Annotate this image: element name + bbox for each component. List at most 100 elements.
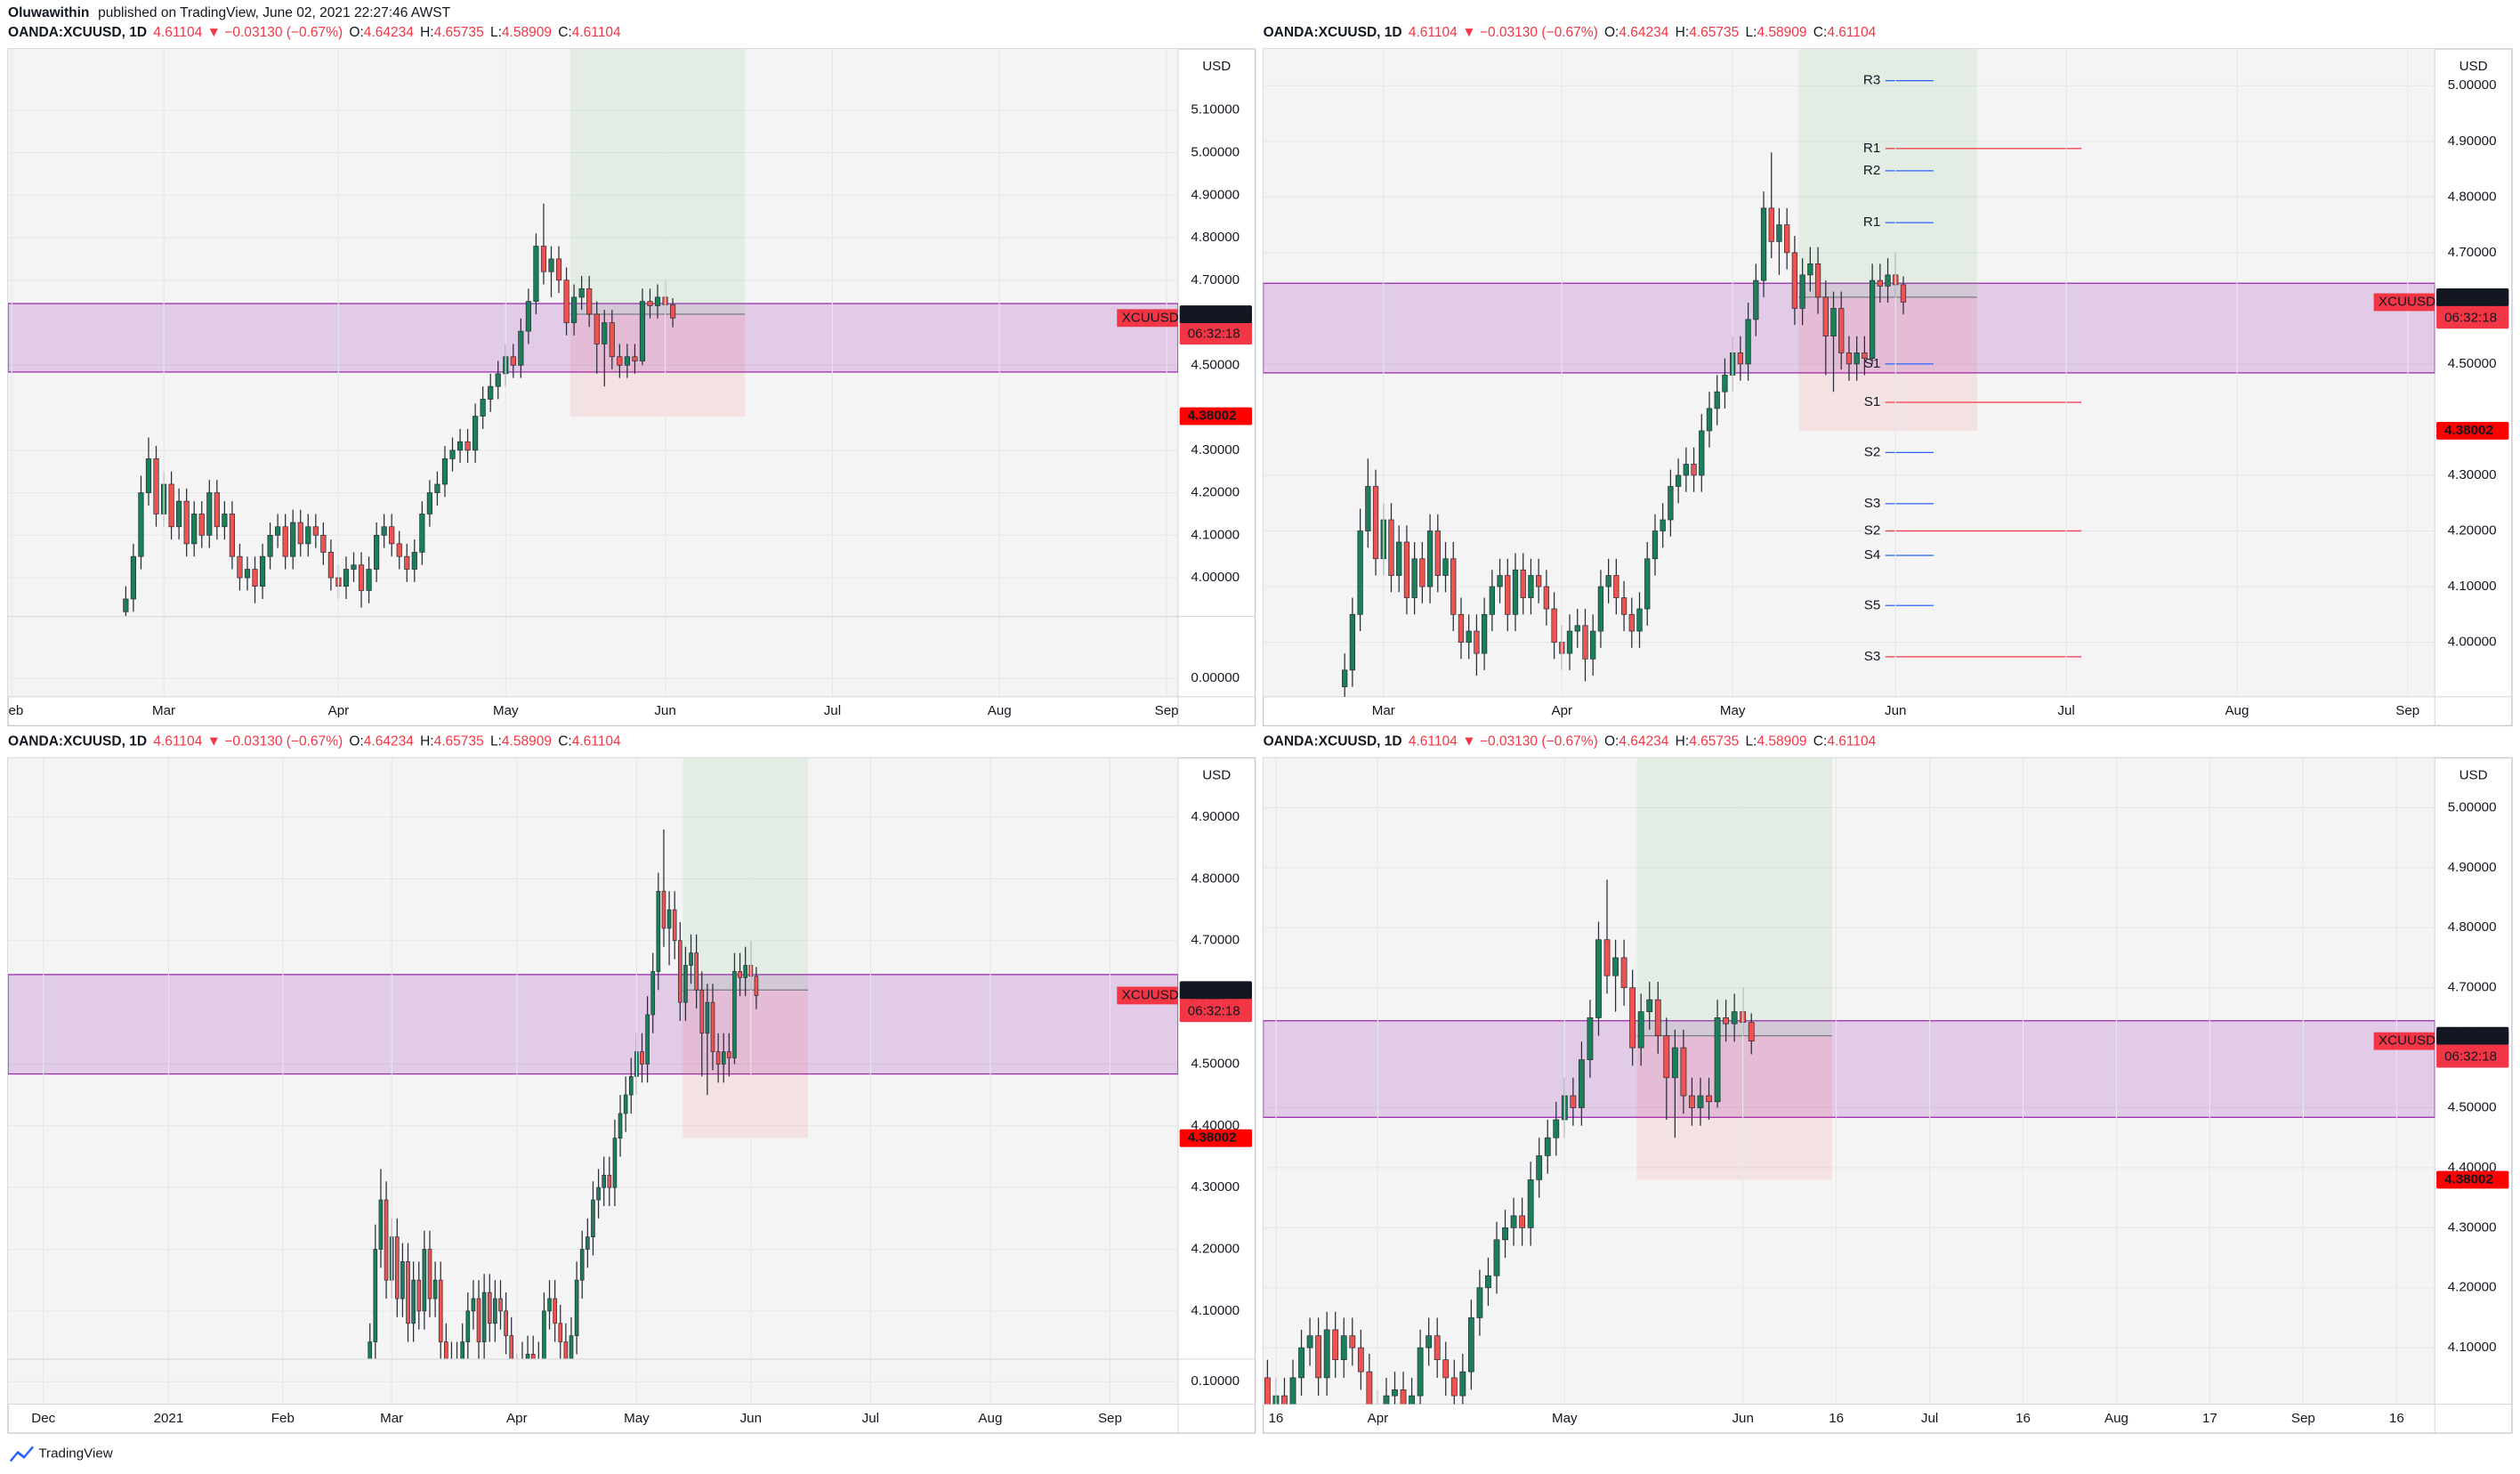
candle-body bbox=[510, 356, 516, 366]
candle-body bbox=[705, 1001, 710, 1034]
candle-body bbox=[394, 1236, 400, 1300]
candle-body bbox=[327, 552, 334, 579]
candle-body bbox=[1877, 279, 1883, 287]
candle-body bbox=[168, 483, 174, 528]
x-tick-label: 16 bbox=[2015, 1411, 2031, 1426]
main-pane bbox=[1263, 757, 2435, 1405]
candle-body bbox=[632, 356, 638, 361]
ohlc-label: C: bbox=[1813, 734, 1828, 749]
candle-body bbox=[596, 1186, 601, 1201]
stop-tag-bg bbox=[1179, 1129, 1252, 1147]
candle-body bbox=[358, 564, 365, 591]
candle-body bbox=[1587, 1017, 1594, 1060]
candle-body bbox=[389, 526, 395, 545]
candle-body bbox=[504, 1310, 508, 1336]
candle-body bbox=[612, 1138, 618, 1188]
candle-body bbox=[1527, 1179, 1534, 1228]
candle-body bbox=[1466, 630, 1472, 643]
candle-body bbox=[1553, 1119, 1560, 1138]
x-tick-label: Sep bbox=[2395, 703, 2419, 718]
candle-body bbox=[645, 1014, 650, 1065]
candle-body bbox=[694, 952, 699, 991]
candle-body bbox=[312, 526, 319, 536]
candle-body bbox=[1791, 252, 1798, 309]
y-tick-label: 4.80000 bbox=[2448, 189, 2497, 204]
candle-body bbox=[1366, 1371, 1373, 1405]
y-tick-label: 5.10000 bbox=[1191, 102, 1240, 117]
level-tag: 4.61995 bbox=[2444, 1028, 2493, 1043]
x-tick-label: 16 bbox=[2389, 1411, 2404, 1426]
candle-body bbox=[1434, 530, 1441, 576]
candle-body bbox=[498, 1298, 503, 1312]
candle-body bbox=[297, 522, 303, 545]
candle-body bbox=[1323, 1329, 1330, 1379]
y-tick-label: 4.20000 bbox=[1191, 1242, 1240, 1257]
y-tick-label: 4.80000 bbox=[2448, 919, 2497, 935]
time-pane: Mar Apr May Jun Jul Aug Sep bbox=[1372, 48, 2419, 718]
candle-body bbox=[1544, 1137, 1551, 1156]
candle-body bbox=[1578, 1059, 1585, 1108]
candle-body bbox=[1846, 352, 1853, 365]
candle-body bbox=[1613, 575, 1619, 598]
candle-body bbox=[1697, 1095, 1704, 1108]
candle-body bbox=[1722, 375, 1728, 393]
ohlc-value: 4.58909 bbox=[502, 25, 552, 40]
candle-body bbox=[465, 1310, 471, 1342]
footer-logo: TradingView bbox=[9, 1446, 113, 1462]
x-tick-label: 16 bbox=[1268, 1411, 1283, 1426]
candle-body bbox=[1570, 1095, 1577, 1108]
candle-body bbox=[1357, 530, 1363, 615]
candle-body bbox=[1753, 279, 1759, 320]
ohlc-label: L: bbox=[1746, 25, 1757, 40]
candle-body bbox=[1706, 408, 1713, 432]
candle-body bbox=[488, 385, 494, 400]
candle-body bbox=[1493, 1239, 1500, 1276]
x-tick-label: Jul bbox=[862, 1411, 879, 1426]
candle-body bbox=[540, 246, 547, 272]
candle-body bbox=[628, 1075, 634, 1096]
pivot-label: S1 bbox=[1864, 394, 1881, 409]
x-tick-label: Mar bbox=[1372, 703, 1395, 718]
candle-body bbox=[441, 458, 448, 485]
candle-body bbox=[509, 1335, 514, 1359]
x-tick-label: Jul bbox=[824, 703, 841, 718]
candle-body bbox=[1409, 1395, 1415, 1405]
candle-body bbox=[1668, 486, 1674, 521]
plot-area bbox=[1263, 757, 2435, 1405]
candle-body bbox=[176, 500, 182, 528]
candle-body bbox=[493, 1298, 497, 1324]
candle-body bbox=[1595, 939, 1602, 1018]
candle-body bbox=[1340, 1335, 1347, 1361]
candle-body bbox=[569, 1335, 574, 1359]
candle-body bbox=[343, 569, 350, 587]
y-tick-label: 4.50000 bbox=[1191, 357, 1240, 372]
candle-body bbox=[594, 313, 600, 344]
ohlc-value: 4.64234 bbox=[364, 734, 414, 749]
stop-tag: 4.38002 bbox=[1188, 1130, 1237, 1146]
candle-body bbox=[1467, 1317, 1474, 1373]
candle-body bbox=[1383, 1395, 1390, 1405]
candle-body bbox=[183, 500, 190, 545]
candle-body bbox=[1689, 1095, 1695, 1108]
x-tick-label: Jul bbox=[2057, 703, 2074, 718]
candle-body bbox=[1505, 575, 1511, 615]
panel-header: OANDA:XCUUSD, 1D 4.61104 ▼ −0.03130 (−0.67… bbox=[1264, 25, 1877, 40]
candle-body bbox=[1620, 597, 1628, 615]
candle-body bbox=[495, 373, 501, 387]
candle-body bbox=[602, 1174, 607, 1188]
ohlc-label: H: bbox=[1676, 25, 1690, 40]
y-tick-label: 4.50000 bbox=[2448, 1100, 2497, 1115]
candle-body bbox=[563, 279, 569, 323]
candle-body bbox=[480, 399, 486, 417]
y-tick-label: 0.10000 bbox=[1191, 1373, 1240, 1389]
x-tick-label: Jul bbox=[1921, 1411, 1938, 1426]
candle-body bbox=[1459, 1371, 1466, 1397]
candle-body bbox=[571, 296, 578, 323]
ticker-tag-bg bbox=[1117, 986, 1178, 1005]
candle-body bbox=[1434, 1335, 1441, 1361]
main-pane: R3 R1 R2 R1 S1 S1 S2 S3 S2 S4 S5 S3 bbox=[1263, 48, 2435, 697]
y-tick-label: 4.70000 bbox=[1191, 933, 1240, 948]
last-price: 4.61104 bbox=[1409, 734, 1458, 749]
candle-body bbox=[416, 1279, 422, 1312]
candle-body bbox=[1543, 586, 1550, 610]
